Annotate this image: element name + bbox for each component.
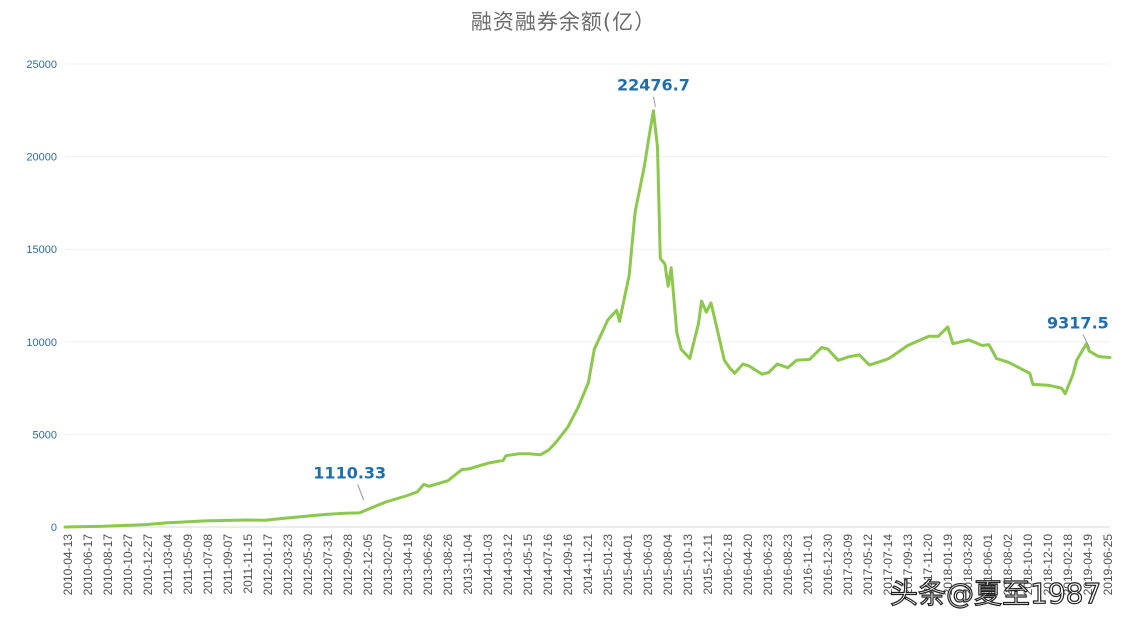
x-tick-label: 2016-06-23 (761, 534, 775, 596)
x-tick-label: 2010-10-27 (121, 534, 135, 596)
x-tick-label: 2017-07-14 (881, 534, 895, 596)
x-tick-label: 2014-11-21 (581, 534, 595, 595)
watermark: 头条@夏至1987 (889, 576, 1102, 610)
annotation-leader (357, 484, 365, 501)
x-tick-label: 2013-06-26 (421, 534, 435, 596)
gridlines (65, 63, 1110, 528)
x-tick-label: 2017-11-20 (921, 534, 935, 595)
x-tick-label: 2013-11-04 (461, 534, 475, 595)
x-tick-label: 2010-12-27 (141, 534, 155, 596)
x-tick-label: 2016-11-01 (801, 534, 815, 595)
annotation-leader (652, 96, 656, 107)
x-tick-label: 2014-05-15 (521, 534, 535, 596)
x-tick-label: 2014-01-03 (481, 534, 495, 596)
x-tick-label: 2011-07-08 (201, 534, 215, 595)
x-tick-label: 2013-08-26 (441, 534, 455, 596)
x-tick-label: 2012-01-17 (261, 534, 275, 596)
series-line-margin-balance (63, 109, 1112, 529)
x-tick-label: 2016-04-20 (741, 534, 755, 596)
x-tick-label: 2015-04-01 (621, 534, 635, 596)
x-tick-label: 2018-08-02 (1001, 534, 1015, 596)
x-tick-label: 2014-09-16 (561, 534, 575, 596)
x-tick-label: 2012-09-28 (341, 534, 355, 596)
x-tick-label: 2017-03-09 (841, 534, 855, 596)
x-tick-label: 2018-03-28 (961, 534, 975, 596)
x-tick-label: 2017-05-12 (861, 534, 875, 596)
annotation-label: 9317.5 (1047, 313, 1109, 332)
annotation-label: 22476.7 (617, 76, 690, 95)
x-tick-label: 2018-12-10 (1041, 534, 1055, 596)
y-axis: 0 5000 10000 15000 20000 25000 (26, 59, 57, 534)
x-tick-label: 2017-09-13 (901, 534, 915, 596)
data-annotations: 1110.33 22476.7 9317.5 (313, 76, 1109, 501)
x-tick-label: 2012-07-31 (321, 534, 335, 596)
y-tick-label: 5000 (33, 429, 57, 441)
x-tick-label: 2016-08-23 (781, 534, 795, 596)
x-tick-label: 2013-04-18 (401, 534, 415, 596)
x-tick-label: 2010-04-13 (61, 534, 75, 596)
x-tick-label: 2010-06-17 (81, 534, 95, 596)
x-tick-label: 2018-10-10 (1021, 534, 1035, 596)
x-tick-label: 2015-12-11 (701, 534, 715, 595)
y-tick-label: 25000 (26, 59, 57, 71)
y-tick-label: 15000 (26, 244, 57, 256)
x-tick-label: 2019-02-18 (1061, 534, 1075, 596)
x-axis: 2010-04-13 2010-06-17 2010-08-17 2010-10-27… (61, 534, 1115, 596)
x-tick-label: 2015-08-04 (661, 534, 675, 596)
y-tick-label: 0 (51, 522, 57, 534)
annotation-label: 1110.33 (313, 463, 386, 482)
x-tick-label: 2012-05-30 (301, 534, 315, 596)
x-tick-label: 2019-04-19 (1081, 534, 1095, 596)
x-tick-label: 2012-12-05 (361, 534, 375, 596)
x-tick-label: 2013-02-07 (381, 534, 395, 596)
x-tick-label: 2014-03-12 (501, 534, 515, 596)
x-tick-label: 2019-06-25 (1101, 534, 1115, 596)
x-tick-label: 2016-02-18 (721, 534, 735, 596)
y-tick-label: 10000 (26, 337, 57, 349)
x-tick-label: 2015-01-23 (601, 534, 615, 596)
y-tick-label: 20000 (26, 152, 57, 164)
x-tick-label: 2011-09-07 (221, 534, 235, 595)
x-tick-label: 2016-12-30 (821, 534, 835, 596)
x-tick-label: 2010-08-17 (101, 534, 115, 596)
x-tick-label: 2018-06-01 (981, 534, 995, 596)
x-tick-label: 2015-06-03 (641, 534, 655, 596)
x-tick-label: 2014-07-16 (541, 534, 555, 596)
x-tick-label: 2012-03-23 (281, 534, 295, 596)
chart-title: 融资融券余额(亿） (470, 10, 657, 34)
x-tick-label: 2011-11-15 (241, 534, 255, 594)
x-tick-label: 2015-10-13 (681, 534, 695, 596)
x-tick-label: 2011-03-04 (161, 534, 175, 595)
annotation-leader (1082, 334, 1091, 349)
x-tick-label: 2011-05-09 (181, 534, 195, 595)
x-tick-label: 2018-01-19 (941, 534, 955, 596)
